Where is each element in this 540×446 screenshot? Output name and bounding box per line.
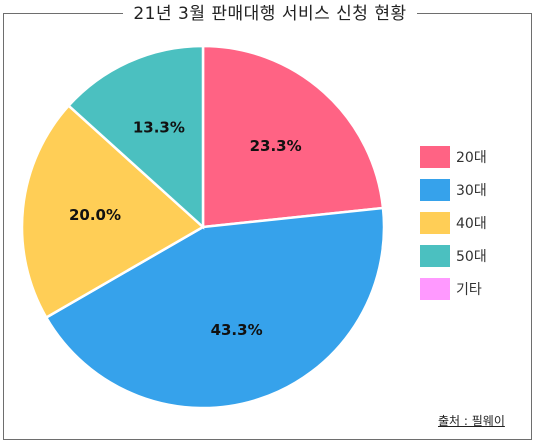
slice-value-label-3: 13.3%	[133, 118, 185, 136]
legend-label-4: 기타	[456, 282, 482, 298]
legend-label-2: 40대	[456, 216, 487, 232]
legend-item-4: 기타	[420, 278, 520, 300]
pie-slice-3	[66, 44, 205, 230]
legend-item-2: 40대	[420, 212, 520, 234]
pie-slices	[20, 44, 386, 410]
legend-item-1: 30대	[420, 179, 520, 201]
pie-slice-0	[201, 44, 385, 229]
legend-label-3: 50대	[456, 249, 487, 265]
legend-swatch-3	[420, 245, 450, 267]
legend-swatch-2	[420, 212, 450, 234]
pie-slice-2	[20, 103, 206, 320]
chart-title-container: 21년 3월 판매대행 서비스 신청 현황	[0, 0, 540, 28]
source-note: 출처 : 필웨이	[438, 414, 505, 428]
legend-label-0: 20대	[456, 150, 487, 166]
pie-slice-1	[44, 206, 386, 410]
legend-item-0: 20대	[420, 146, 520, 168]
legend-label-1: 30대	[456, 183, 487, 199]
legend-swatch-4	[420, 278, 450, 300]
legend-swatch-1	[420, 179, 450, 201]
slice-value-label-1: 43.3%	[211, 321, 263, 339]
pie-labels: 23.3% 43.3% 20.0% 13.3%	[69, 118, 302, 339]
chart-title: 21년 3월 판매대행 서비스 신청 현황	[123, 0, 417, 28]
slice-value-label-2: 20.0%	[69, 206, 121, 224]
legend-item-3: 50대	[420, 245, 520, 267]
legend-swatch-0	[420, 146, 450, 168]
slice-value-label-0: 23.3%	[250, 137, 302, 155]
